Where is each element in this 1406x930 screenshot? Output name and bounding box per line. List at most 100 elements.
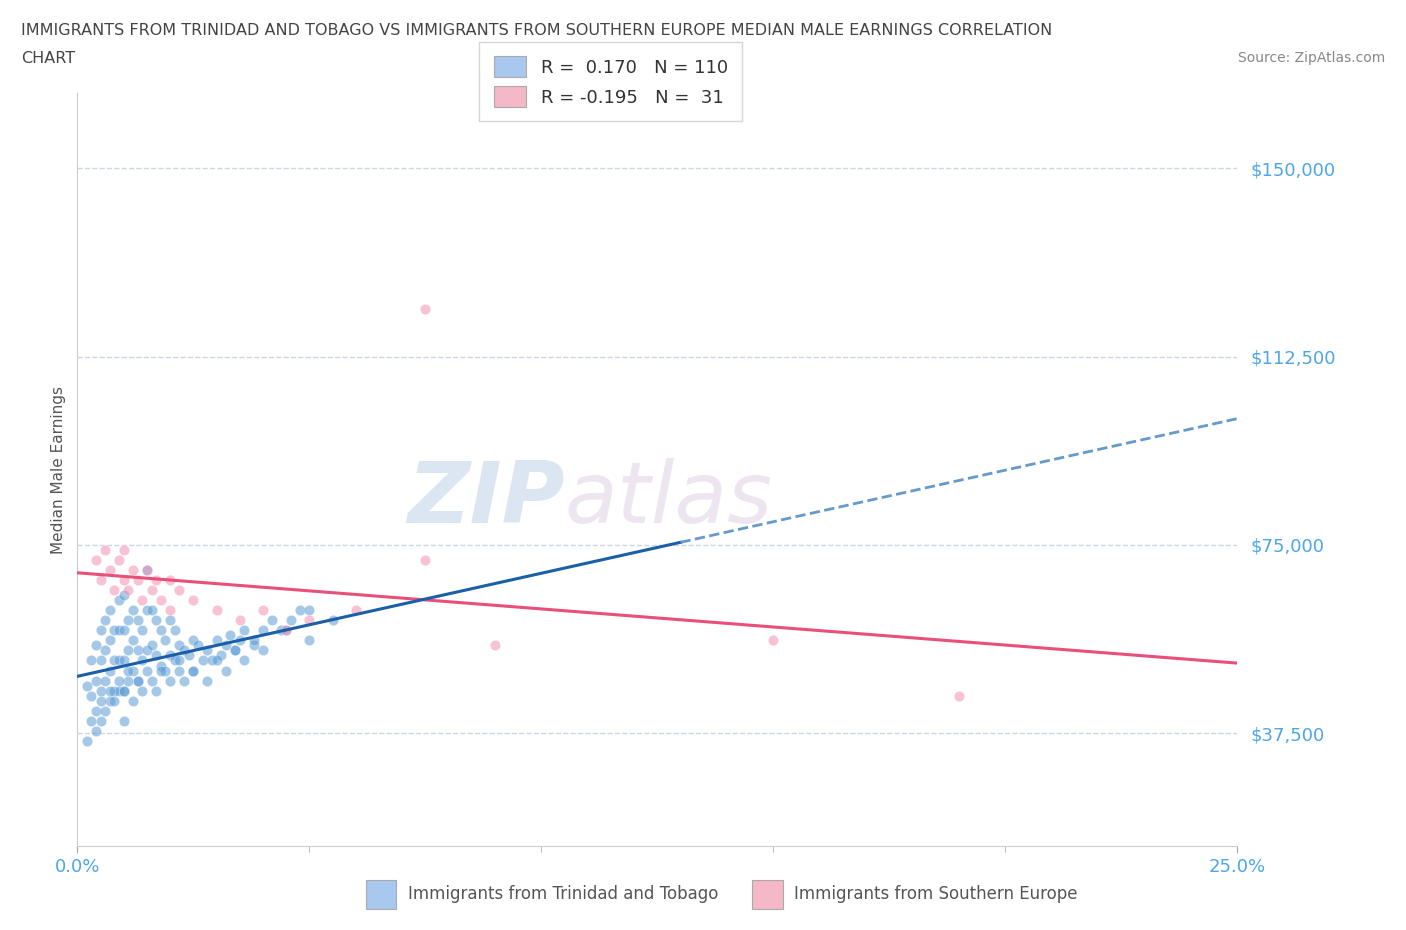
Point	[90, 573, 111, 588]
Point	[122, 663, 145, 678]
Point	[76, 734, 98, 749]
Point	[195, 643, 218, 658]
Point	[103, 583, 125, 598]
Point	[76, 678, 98, 693]
Text: atlas: atlas	[565, 458, 772, 541]
Point	[90, 713, 111, 728]
Point	[183, 592, 205, 607]
Point	[177, 648, 200, 663]
Point	[117, 673, 139, 688]
Point	[112, 713, 135, 728]
Point	[84, 552, 107, 567]
Point	[103, 684, 125, 698]
Point	[108, 684, 131, 698]
Legend: R =  0.170   N = 110, R = -0.195   N =  31: R = 0.170 N = 110, R = -0.195 N = 31	[479, 42, 742, 122]
Point	[98, 684, 121, 698]
Point	[252, 623, 274, 638]
Point	[131, 623, 153, 638]
Text: ZIP: ZIP	[406, 458, 565, 541]
Point	[122, 603, 145, 618]
Point	[135, 563, 157, 578]
FancyBboxPatch shape	[366, 880, 396, 910]
Point	[117, 643, 139, 658]
Point	[94, 613, 117, 628]
Point	[183, 633, 205, 648]
Point	[127, 613, 149, 628]
Point	[252, 603, 274, 618]
Point	[169, 653, 191, 668]
Point	[145, 684, 167, 698]
Point	[135, 643, 157, 658]
Point	[112, 653, 135, 668]
Point	[163, 653, 186, 668]
Point	[108, 592, 131, 607]
Point	[127, 673, 149, 688]
Point	[135, 663, 157, 678]
Point	[159, 613, 181, 628]
Point	[112, 684, 135, 698]
Point	[205, 603, 228, 618]
Point	[159, 648, 181, 663]
Text: CHART: CHART	[21, 51, 75, 66]
Point	[127, 573, 149, 588]
Point	[112, 684, 135, 698]
Point	[94, 542, 117, 557]
Point	[228, 613, 252, 628]
Point	[224, 643, 246, 658]
Point	[321, 613, 344, 628]
Point	[108, 623, 131, 638]
Point	[219, 628, 242, 643]
Point	[84, 703, 107, 718]
Point	[98, 633, 121, 648]
Point	[228, 633, 252, 648]
Point	[149, 658, 172, 673]
Point	[103, 653, 125, 668]
Point	[274, 623, 298, 638]
Point	[84, 673, 107, 688]
Point	[169, 663, 191, 678]
Point	[112, 542, 135, 557]
Point	[141, 673, 163, 688]
Point	[108, 653, 131, 668]
Text: IMMIGRANTS FROM TRINIDAD AND TOBAGO VS IMMIGRANTS FROM SOUTHERN EUROPE MEDIAN MA: IMMIGRANTS FROM TRINIDAD AND TOBAGO VS I…	[21, 23, 1052, 38]
Point	[187, 638, 209, 653]
Point	[413, 301, 436, 316]
Point	[131, 653, 153, 668]
Point	[117, 613, 139, 628]
Point	[84, 638, 107, 653]
Point	[145, 648, 167, 663]
Point	[98, 693, 121, 708]
Point	[159, 673, 181, 688]
Point	[90, 684, 111, 698]
Point	[205, 653, 228, 668]
Point	[274, 623, 298, 638]
Point	[298, 613, 321, 628]
Point	[215, 663, 238, 678]
Point	[224, 643, 246, 658]
Point	[280, 613, 302, 628]
Point	[209, 648, 232, 663]
Point	[98, 603, 121, 618]
Point	[135, 563, 157, 578]
Point	[183, 663, 205, 678]
Point	[80, 713, 103, 728]
Point	[484, 638, 506, 653]
FancyBboxPatch shape	[752, 880, 783, 910]
Point	[344, 603, 367, 618]
Point	[141, 583, 163, 598]
Point	[169, 638, 191, 653]
Point	[112, 623, 135, 638]
Point	[159, 603, 181, 618]
Point	[90, 693, 111, 708]
Point	[159, 573, 181, 588]
Point	[298, 633, 321, 648]
Point	[155, 633, 177, 648]
Point	[112, 588, 135, 603]
Point	[117, 663, 139, 678]
Point	[183, 663, 205, 678]
Point	[262, 613, 284, 628]
Point	[215, 638, 238, 653]
Point	[80, 653, 103, 668]
Point	[191, 653, 214, 668]
Point	[90, 653, 111, 668]
